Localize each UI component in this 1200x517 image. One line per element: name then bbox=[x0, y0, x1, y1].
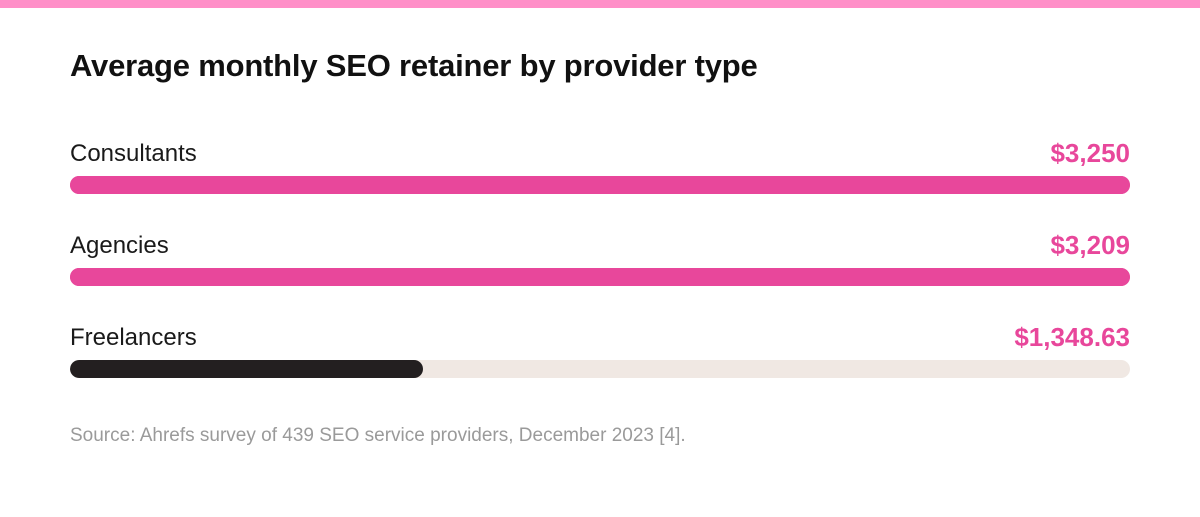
source-note: Source: Ahrefs survey of 439 SEO service… bbox=[70, 425, 686, 446]
bar-row-agencies: Agencies $3,209 bbox=[70, 230, 1130, 302]
bar-track bbox=[70, 268, 1130, 286]
bar bbox=[70, 176, 1130, 194]
bar-label: Freelancers bbox=[70, 324, 197, 351]
bar-value-label: $3,209 bbox=[1050, 230, 1130, 260]
bar bbox=[70, 268, 1130, 286]
bar-value-label: $1,348.63 bbox=[1014, 322, 1130, 352]
bar bbox=[70, 360, 423, 378]
bar-track bbox=[70, 176, 1130, 194]
top-accent-band bbox=[0, 0, 1200, 8]
chart-title: Average monthly SEO retainer by provider… bbox=[70, 48, 758, 83]
bar-label: Consultants bbox=[70, 140, 197, 167]
bar-label: Agencies bbox=[70, 232, 169, 259]
bar-track bbox=[70, 360, 1130, 378]
bar-row-consultants: Consultants $3,250 bbox=[70, 138, 1130, 210]
bar-value-label: $3,250 bbox=[1050, 138, 1130, 168]
bar-row-freelancers: Freelancers $1,348.63 bbox=[70, 322, 1130, 394]
